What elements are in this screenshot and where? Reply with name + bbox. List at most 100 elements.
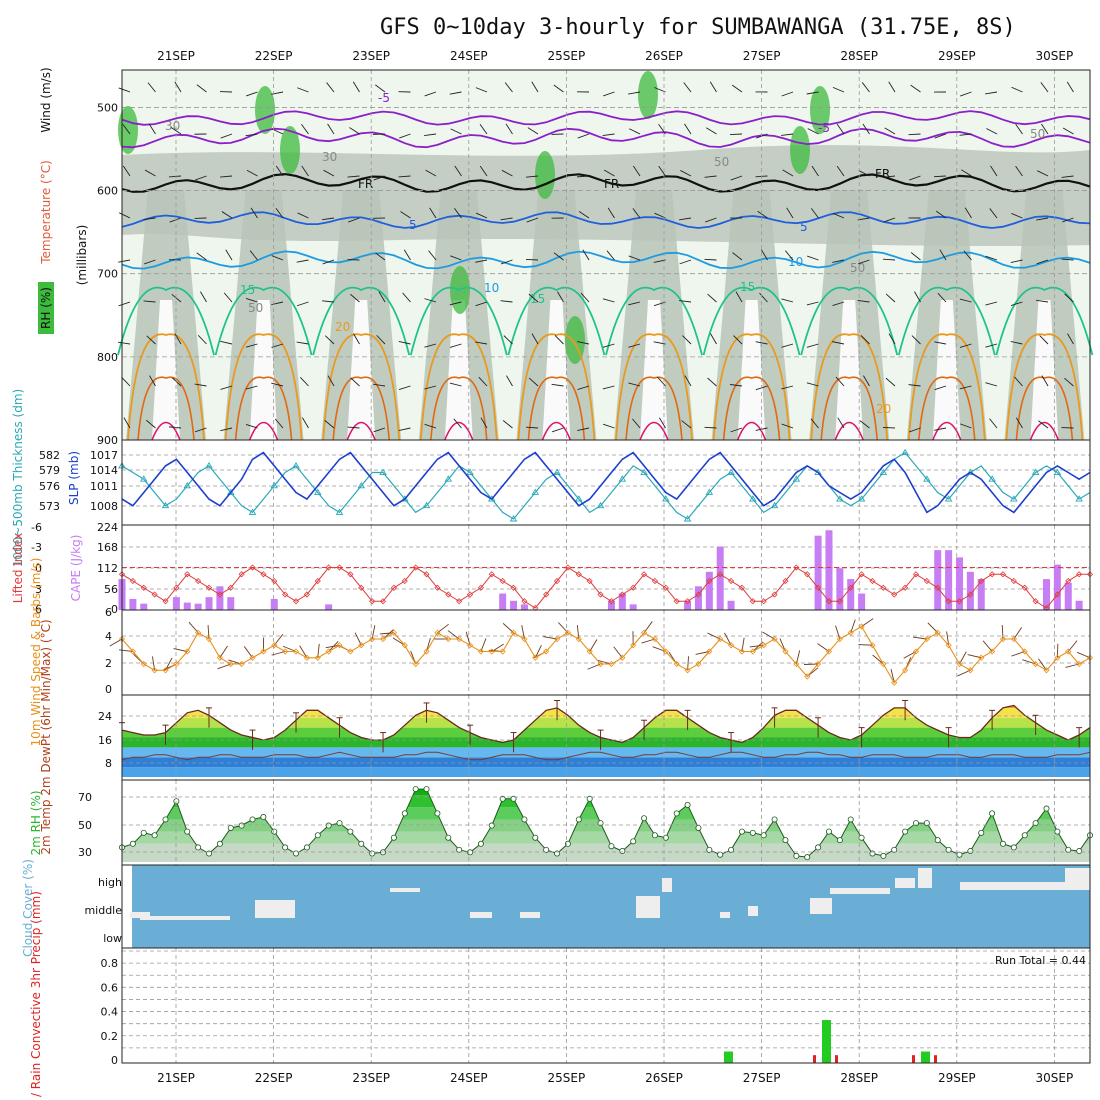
y-tick-label: 800 bbox=[97, 351, 118, 364]
wind-speed-point bbox=[456, 635, 463, 643]
wind-barb bbox=[735, 291, 743, 303]
wind-barb bbox=[1036, 217, 1049, 221]
wind-barb bbox=[785, 250, 794, 261]
cloud-tick: low bbox=[103, 932, 122, 945]
wind-barb bbox=[602, 385, 615, 390]
wind-barb bbox=[683, 82, 692, 93]
wind-barb bbox=[832, 86, 845, 93]
wind-barb bbox=[602, 423, 615, 429]
thickness-point bbox=[618, 475, 627, 482]
thickness-point bbox=[683, 515, 692, 522]
wind-barb bbox=[730, 384, 743, 387]
wind-barb bbox=[554, 335, 564, 345]
temperature-axis-label: Temperature (°C) bbox=[39, 160, 53, 265]
cloud-tick: high bbox=[98, 876, 122, 889]
rh-color-band bbox=[122, 807, 1090, 820]
contour-label: 50 bbox=[248, 301, 263, 315]
contour-label: 30 bbox=[165, 119, 180, 133]
wind-speed-point bbox=[195, 629, 202, 636]
wind-barb bbox=[576, 175, 590, 178]
wind-barb bbox=[478, 376, 488, 387]
cloud-block bbox=[748, 906, 758, 916]
cape-bar bbox=[1064, 582, 1072, 610]
wind-speed-point bbox=[412, 660, 419, 668]
dewpoint-line bbox=[121, 751, 1091, 761]
wind-barb bbox=[149, 375, 156, 387]
rh2m-point bbox=[782, 837, 789, 844]
cape-bar bbox=[618, 593, 626, 610]
lifted-index-point bbox=[662, 584, 669, 591]
rh2m-point bbox=[760, 832, 767, 839]
lifted-index-point bbox=[140, 584, 147, 591]
wind-barb bbox=[123, 417, 131, 429]
wind-speed-point bbox=[564, 629, 571, 636]
wind-barb-10m bbox=[354, 632, 362, 646]
wind-barb bbox=[275, 208, 284, 219]
rh-legend-swatch bbox=[38, 282, 54, 334]
wind-barb bbox=[632, 208, 641, 219]
lifted-index-point bbox=[184, 571, 191, 578]
rh2m-point bbox=[510, 795, 517, 802]
wind-barb bbox=[985, 91, 998, 95]
wind-barb bbox=[1010, 341, 1023, 345]
precip-total-bar bbox=[724, 1051, 733, 1063]
chart-title: GFS 0~10day 3-hourly for SUMBAWANGA (31.… bbox=[380, 15, 1016, 40]
thickness-point bbox=[879, 468, 888, 475]
temp-line bbox=[121, 704, 1091, 744]
contour-20c bbox=[615, 333, 693, 441]
slp-axis-label: SLP (mb) bbox=[67, 451, 81, 505]
pressure-axis-label: (millibars) bbox=[75, 225, 89, 286]
wind-barb bbox=[935, 210, 947, 219]
lifted-tick: 3 bbox=[35, 583, 42, 596]
cloud-block bbox=[390, 888, 420, 892]
wind-speed-point bbox=[869, 642, 876, 649]
lifted-index-point bbox=[923, 577, 930, 585]
wind-speed-point bbox=[695, 660, 702, 668]
contour-15c bbox=[507, 286, 606, 356]
precip-tick: 0.2 bbox=[101, 1030, 119, 1043]
wind-barb bbox=[174, 333, 182, 345]
lifted-index-point bbox=[292, 598, 300, 605]
wind-barb-10m bbox=[273, 633, 284, 646]
wind-barb bbox=[911, 335, 921, 345]
contour-30c bbox=[346, 421, 376, 441]
wind-barb bbox=[121, 377, 131, 387]
slp-tick: 1017 bbox=[90, 449, 118, 462]
wind-barb bbox=[861, 82, 870, 93]
wind-barb-10m bbox=[707, 632, 721, 640]
wind-speed-point bbox=[641, 629, 648, 636]
lifted-index-point bbox=[445, 591, 452, 598]
cape-tick: 168 bbox=[97, 541, 118, 554]
contour-label: 15 bbox=[240, 283, 255, 297]
wind-tick: 2 bbox=[105, 657, 112, 670]
lifted-index-point bbox=[695, 591, 702, 598]
cape-bar bbox=[814, 535, 822, 610]
wind-barb bbox=[429, 207, 437, 219]
wind-barb bbox=[1061, 175, 1074, 178]
wind-barb bbox=[629, 128, 641, 135]
wind-barb bbox=[220, 427, 233, 432]
thickness-axis-label: 1000~500mb Thickness (dm) bbox=[11, 389, 25, 567]
wind-barb bbox=[350, 377, 360, 387]
wind-barb bbox=[577, 341, 590, 345]
rh2m-point bbox=[129, 840, 136, 847]
lifted-index-point bbox=[1054, 591, 1061, 598]
wind-speed-point bbox=[336, 642, 343, 649]
rh2m-point bbox=[717, 851, 724, 858]
wind-barb bbox=[759, 292, 768, 303]
rh2m-point bbox=[706, 846, 713, 853]
contour-25c bbox=[820, 376, 878, 441]
thickness-point bbox=[770, 501, 779, 509]
temp-tick: 8 bbox=[105, 757, 112, 770]
thickness-point bbox=[1031, 468, 1040, 475]
lifted-index-point bbox=[608, 598, 615, 605]
wind-barb bbox=[449, 343, 462, 348]
rh2m-point bbox=[477, 840, 484, 847]
rh2m-point bbox=[401, 810, 408, 817]
cape-tick: 112 bbox=[97, 562, 118, 575]
wind-speed-point bbox=[619, 654, 626, 661]
lifted-index-point bbox=[706, 577, 713, 585]
wind-barb bbox=[680, 170, 692, 177]
wind-barb bbox=[146, 419, 156, 429]
wind-speed-point bbox=[205, 635, 213, 643]
